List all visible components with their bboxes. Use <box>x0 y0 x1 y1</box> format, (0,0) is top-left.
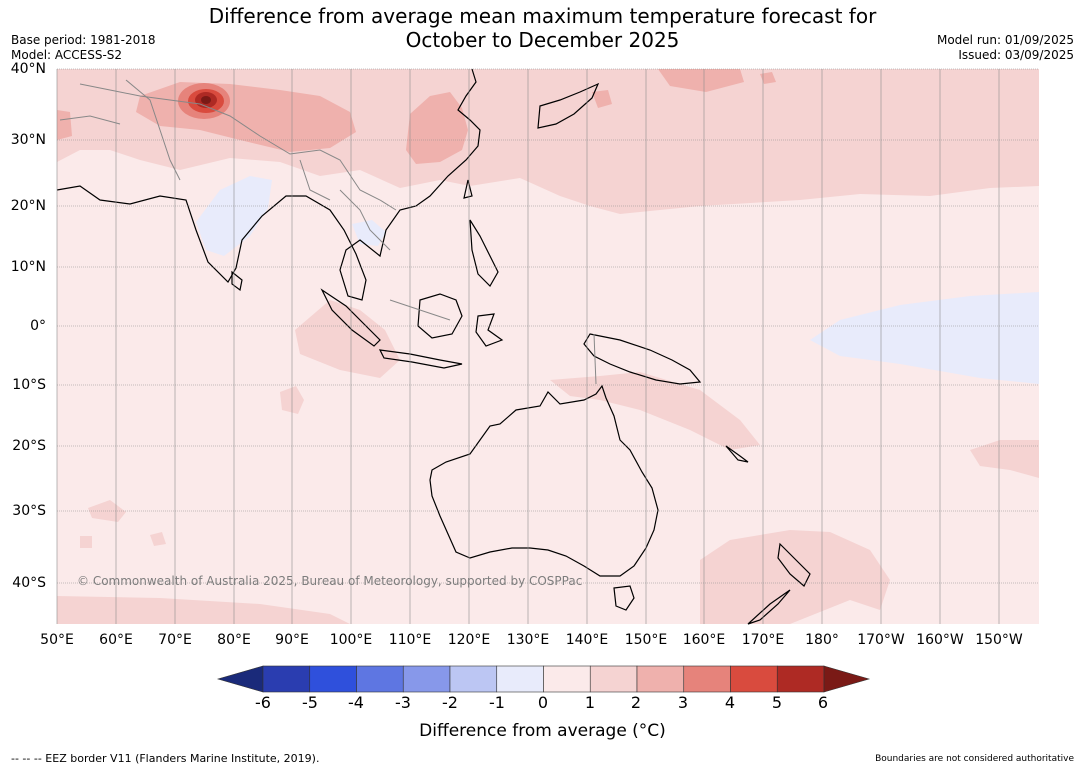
colorbar-tick: 2 <box>630 693 642 712</box>
lon-label: 130°E <box>506 632 550 648</box>
meta-right: Model run: 01/09/2025 Issued: 03/09/2025 <box>937 33 1074 63</box>
lat-label: 20°S <box>12 438 46 454</box>
issued-date: Issued: 03/09/2025 <box>958 48 1074 62</box>
lon-label: 80°E <box>217 632 251 648</box>
colorbar-tick: 5 <box>771 693 783 712</box>
colorbar-swatch <box>449 665 498 693</box>
lon-label: 60°E <box>99 632 133 648</box>
colorbar-tick: -1 <box>489 693 505 712</box>
lon-label: 160°W <box>916 632 964 648</box>
lon-label: 170°E <box>741 632 785 648</box>
eez-border-note: -- -- -- EEZ border V11 (Flanders Marine… <box>11 752 320 765</box>
colorbar-swatch <box>496 665 544 693</box>
colorbar-tick: 1 <box>584 693 596 712</box>
lat-label: 10°S <box>12 377 46 393</box>
lat-label: 10°N <box>10 259 46 275</box>
base-period: Base period: 1981-2018 <box>11 33 156 47</box>
colorbar-tick: 3 <box>677 693 689 712</box>
colorbar-tick: 6 <box>817 693 829 712</box>
lat-label: 40°S <box>12 575 46 591</box>
lon-label: 180° <box>805 632 839 648</box>
lon-label: 110°E <box>388 632 432 648</box>
lat-label: 30°N <box>10 132 46 148</box>
model-name: Model: ACCESS-S2 <box>11 48 123 62</box>
colorbar-swatch <box>730 665 778 693</box>
colorbar-tick: -5 <box>302 693 318 712</box>
colorbar-swatch <box>683 665 731 693</box>
lon-label: 160°E <box>682 632 726 648</box>
coastlines <box>56 68 811 625</box>
model-run: Model run: 01/09/2025 <box>936 33 1074 47</box>
colorbar-swatch <box>636 665 685 693</box>
colorbar-tick: -6 <box>255 693 271 712</box>
colorbar-extend-high <box>823 665 871 693</box>
colorbar-extend-low <box>216 665 264 693</box>
lat-label: 40°N <box>10 61 46 77</box>
chart-title: Difference from average mean maximum tem… <box>0 4 1085 52</box>
lon-label: 120°E <box>447 632 491 648</box>
colorbar-tick: -2 <box>442 693 458 712</box>
lon-label: 70°E <box>158 632 192 648</box>
anomaly-hotspot <box>178 83 230 119</box>
lon-label: 140°E <box>565 632 609 648</box>
title-line-1: Difference from average mean maximum tem… <box>208 4 877 28</box>
lon-label: 150°W <box>975 632 1023 648</box>
colorbar-swatch <box>262 665 311 693</box>
colorbar-swatch <box>356 665 404 693</box>
colorbar-tick: -3 <box>395 693 411 712</box>
lat-label: 20°N <box>10 198 46 214</box>
country-borders <box>59 79 597 385</box>
colorbar-tick: 0 <box>537 693 549 712</box>
lon-label: 90°E <box>275 632 309 648</box>
colorbar-label: Difference from average (°C) <box>419 721 666 741</box>
lon-label: 150°E <box>624 632 668 648</box>
title-line-2: October to December 2025 <box>405 28 680 52</box>
copyright-notice: © Commonwealth of Australia 2025, Bureau… <box>77 574 583 588</box>
colorbar-swatch <box>309 665 357 693</box>
lon-label: 50°E <box>40 632 74 648</box>
colorbar-tick: 4 <box>724 693 736 712</box>
lon-label: 170°W <box>857 632 905 648</box>
lon-label: 100°E <box>329 632 373 648</box>
lat-label: 30°S <box>12 503 46 519</box>
lat-label: 0° <box>30 318 46 334</box>
meta-left: Base period: 1981-2018 Model: ACCESS-S2 <box>11 33 156 63</box>
graticule <box>56 68 1039 624</box>
colorbar-swatch <box>776 665 825 693</box>
colorbar-swatch <box>589 665 638 693</box>
colorbar-swatch <box>402 665 451 693</box>
colorbar-tick: -4 <box>348 693 364 712</box>
colorbar-swatch <box>543 665 591 693</box>
boundaries-disclaimer: Boundaries are not considered authoritat… <box>875 754 1074 764</box>
